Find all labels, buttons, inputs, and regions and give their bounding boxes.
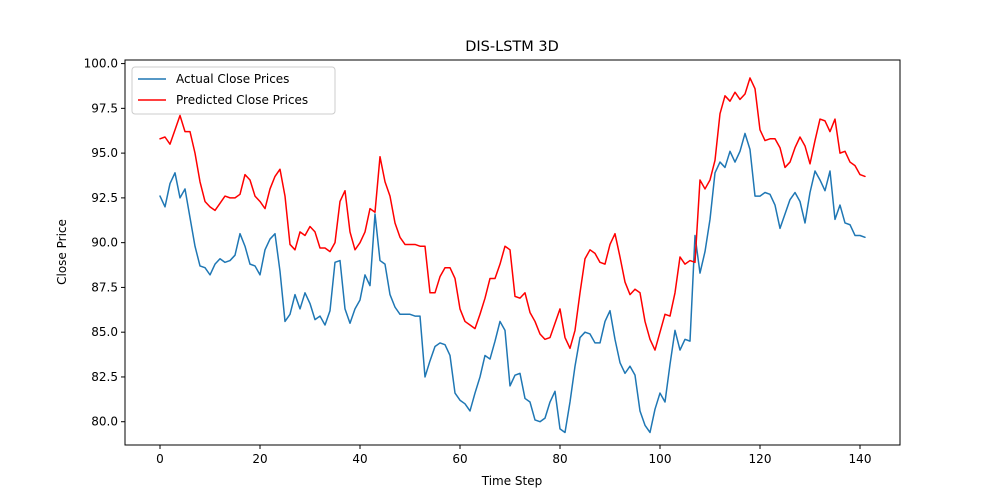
x-tick-label: 40 (352, 452, 367, 466)
y-tick-label: 100.0 (84, 57, 118, 71)
plot-frame (124, 59, 901, 446)
y-tick-label: 97.5 (91, 101, 118, 115)
legend-label-predicted: Predicted Close Prices (176, 93, 308, 107)
y-tick-label: 87.5 (91, 280, 118, 294)
x-tick-label: 80 (552, 452, 567, 466)
y-tick-label: 90.0 (91, 236, 118, 250)
x-tick-label: 140 (849, 452, 872, 466)
y-axis-title: Close Price (55, 219, 69, 285)
x-tick-label: 0 (156, 452, 164, 466)
y-tick-label: 82.5 (91, 370, 118, 384)
x-axis: 0 20 40 60 80 100 120 140 (156, 445, 871, 466)
y-tick-label: 95.0 (91, 146, 118, 160)
x-tick-label: 100 (649, 452, 672, 466)
series-layer (159, 77, 866, 434)
y-tick-label: 85.0 (91, 325, 118, 339)
series-line-predicted (159, 77, 866, 351)
y-tick-label: 80.0 (91, 415, 118, 429)
legend-label-actual: Actual Close Prices (176, 72, 289, 86)
chart-title: DIS-LSTM 3D (465, 39, 559, 55)
y-axis: 80.0 82.5 85.0 87.5 90.0 92.5 95.0 97.5 100.0 (84, 57, 125, 429)
legend-box (131, 66, 336, 115)
x-axis-title: Time Step (481, 474, 543, 488)
series-line-actual (159, 132, 866, 434)
x-tick-label: 120 (749, 452, 772, 466)
legend: Actual Close Prices Predicted Close Price… (131, 66, 336, 115)
x-tick-label: 60 (452, 452, 467, 466)
x-tick-label: 20 (252, 452, 267, 466)
y-tick-label: 92.5 (91, 191, 118, 205)
